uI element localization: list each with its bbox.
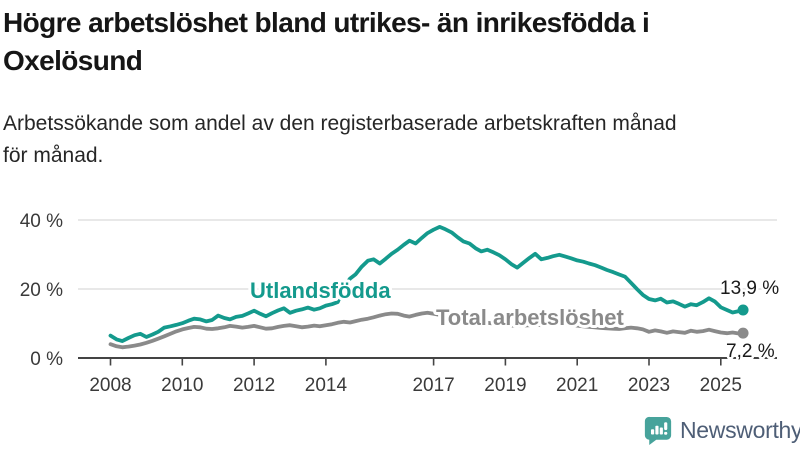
x-tick-label-2012: 2012 <box>233 375 275 396</box>
x-tick-label-2014: 2014 <box>305 375 348 396</box>
subtitle-line-2: för månad. <box>3 144 104 167</box>
series-end-dot-total <box>737 327 749 339</box>
title-line-2: Oxelösund <box>3 45 143 76</box>
line-chart: 2008 2010 2012 2014 2017 2019 2021 2023 2025 0 % 2… <box>0 195 800 420</box>
y-tick-label-20: 20 % <box>20 280 63 301</box>
x-tick-label-2008: 2008 <box>89 375 131 396</box>
end-value-label-utlandsfodda: 13,9 % <box>720 278 779 299</box>
newsworthy-logo: Newsworthy <box>644 415 800 446</box>
series-label-utlandsfodda: Utlandsfödda <box>250 278 391 303</box>
y-tick-label-40: 40 % <box>20 211 63 232</box>
chart-header: Högre arbetslöshet bland utrikes- än inr… <box>3 4 797 172</box>
subtitle-line-1: Arbetssökande som andel av den registerb… <box>3 112 677 135</box>
unemployment-line-chart-canvas: 2008 2010 2012 2014 2017 2019 2021 2023 2025 0 % 2… <box>20 211 782 396</box>
page-title: Högre arbetslöshet bland utrikes- än inr… <box>3 4 797 80</box>
bar-3 <box>659 427 663 435</box>
series-label-total: Total arbetslöshet <box>436 305 625 330</box>
title-line-1: Högre arbetslöshet bland utrikes- än inr… <box>3 7 650 38</box>
exclamation-stem <box>664 422 668 431</box>
series-line-utlandsfodda <box>108 224 745 344</box>
series-line-total <box>108 310 745 350</box>
series-end-dot-utlandsfodda <box>737 304 749 316</box>
y-tick-label-0: 0 % <box>30 349 63 370</box>
bar-2 <box>655 425 659 435</box>
newsworthy-chart-bubble-icon <box>644 416 672 445</box>
end-value-label-total: 7,2 % <box>726 341 775 362</box>
x-tick-label-2019: 2019 <box>484 375 526 396</box>
brand-name: Newsworthy <box>680 417 800 443</box>
x-tick-label-2021: 2021 <box>556 375 598 396</box>
x-tick-label-2017: 2017 <box>412 375 454 396</box>
x-tick-label-2010: 2010 <box>161 375 203 396</box>
x-tick-label-2025: 2025 <box>700 375 742 396</box>
exclamation-dot <box>664 431 668 435</box>
bar-1 <box>651 429 655 435</box>
x-tick-label-2023: 2023 <box>628 375 670 396</box>
chart-subtitle: Arbetssökande som andel av den registerb… <box>3 108 797 172</box>
